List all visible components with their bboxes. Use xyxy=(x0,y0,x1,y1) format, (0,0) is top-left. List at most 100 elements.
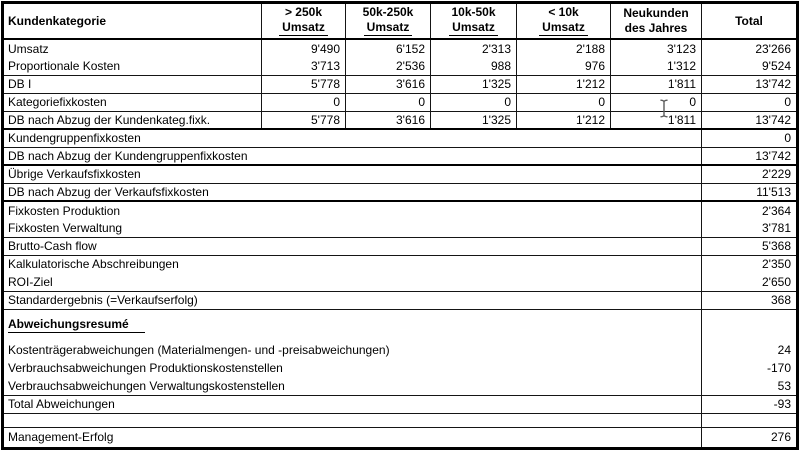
cell-total[interactable]: 2'364 xyxy=(762,203,791,218)
cell-value[interactable]: 3'713 xyxy=(261,57,346,76)
cell-total[interactable]: 5'368 xyxy=(701,237,798,256)
cell-total[interactable]: 2'229 xyxy=(701,165,798,184)
table-row-kundengruppenfixkosten: Kundengruppenfixkosten 0 xyxy=(2,129,798,148)
header-line2: Umsatz xyxy=(436,20,511,36)
table-row-uebrige-verkaufsfixkosten: Übrige Verkaufsfixkosten 2'229 xyxy=(2,165,798,184)
cell-value[interactable]: 1'312 xyxy=(610,57,702,76)
header-line1: 50k-250k xyxy=(362,5,414,19)
cell-value[interactable]: 0 xyxy=(261,93,346,112)
header-line1: 10k-50k xyxy=(451,5,496,19)
row-label[interactable]: Übrige Verkaufsfixkosten xyxy=(2,165,702,184)
cell-total[interactable]: 2'350 xyxy=(762,257,791,272)
header-line1: Neukunden xyxy=(623,5,689,20)
cell-total[interactable]: 13'742 xyxy=(701,75,798,94)
row-label[interactable]: Fixkosten Produktion xyxy=(2,201,702,219)
row-label[interactable]: DB nach Abzug der Kundenkateg.fixk. xyxy=(2,111,262,130)
cell-value[interactable]: 3'616 xyxy=(345,75,431,94)
cell-value[interactable]: 5'778 xyxy=(261,75,346,94)
table-row-umsatz: Umsatz 9'490 6'152 2'313 2'188 3'123 23'… xyxy=(2,39,798,57)
cell-total[interactable]: 13'742 xyxy=(701,111,798,130)
header-row: Kundenkategorie > 250k Umsatz 50k-250k U… xyxy=(2,2,798,40)
section-title: Abweichungsresumé xyxy=(2,315,702,335)
row-label[interactable]: DB nach Abzug der Kundengruppenfixkosten xyxy=(2,147,702,166)
cell-value[interactable]: 3'616 xyxy=(345,111,431,130)
cell-total[interactable]: 276 xyxy=(770,430,791,444)
header-line1: < 10k xyxy=(548,5,579,19)
row-label[interactable]: DB I xyxy=(2,75,262,94)
table-row-standardergebnis: Standardergebnis (=Verkaufserfolg) 368 xyxy=(2,291,798,310)
cell-value[interactable]: 1'811 xyxy=(610,75,702,94)
table-row-total-abweichungen: Total Abweichungen -93 xyxy=(2,395,798,414)
cell-total[interactable]: 23'266 xyxy=(755,41,791,56)
row-label[interactable]: Proportionale Kosten xyxy=(2,57,262,76)
cell-value[interactable]: 0 xyxy=(430,93,517,112)
table-row-proportionale-kosten: Proportionale Kosten 3'713 2'536 988 976… xyxy=(2,57,798,76)
row-label[interactable]: Verbrauchsabweichungen Verwaltungskosten… xyxy=(2,377,702,396)
cell-value[interactable]: 988 xyxy=(430,57,517,76)
cell-total[interactable]: 24 xyxy=(777,343,791,357)
table-row-kategoriefixkosten: Kategoriefixkosten 0 0 0 0 0 0 xyxy=(2,93,798,112)
cell-total[interactable]: 3'781 xyxy=(701,219,798,238)
cell-value[interactable]: 9'490 xyxy=(261,39,346,57)
table-row-fixkosten-verwaltung: Fixkosten Verwaltung 3'781 xyxy=(2,219,798,238)
row-label[interactable]: Kategoriefixkosten xyxy=(2,93,262,112)
cell-value[interactable]: 5'778 xyxy=(261,111,346,130)
row-label[interactable]: Brutto-Cash flow xyxy=(2,237,702,256)
cell-value[interactable]: 2'313 xyxy=(430,39,517,57)
cell-total[interactable]: 11'513 xyxy=(701,183,798,202)
cell-value[interactable]: 0 xyxy=(345,93,431,112)
header-line2: Umsatz xyxy=(522,20,605,36)
row-label[interactable]: Fixkosten Verwaltung xyxy=(2,219,702,238)
cell-total[interactable]: 368 xyxy=(701,291,798,310)
table-row-roi-ziel: ROI-Ziel 2'650 xyxy=(2,273,798,292)
cell-total[interactable]: 13'742 xyxy=(701,147,798,166)
row-label[interactable]: DB nach Abzug der Verkaufsfixkosten xyxy=(2,183,702,202)
row-label[interactable]: Kundengruppenfixkosten xyxy=(2,129,702,148)
cell-value[interactable]: 0 xyxy=(516,93,611,112)
table-row-kostentraegerabweichungen: Kostenträgerabweichungen (Materialmengen… xyxy=(2,341,798,359)
table-row-verbrauchsabw-produktion: Verbrauchsabweichungen Produktionskosten… xyxy=(2,359,798,377)
cell-total[interactable]: 53 xyxy=(701,377,798,396)
cell-value[interactable]: 6'152 xyxy=(345,39,431,57)
row-label[interactable]: Verbrauchsabweichungen Produktionskosten… xyxy=(2,359,702,377)
cell-total[interactable]: 9'524 xyxy=(701,57,798,76)
cell-total[interactable]: 0 xyxy=(701,129,798,148)
spacer-row xyxy=(2,309,798,315)
cell-total[interactable]: 0 xyxy=(701,93,798,112)
column-header-total[interactable]: Total xyxy=(701,2,798,40)
cell-total[interactable]: -93 xyxy=(701,395,798,414)
cell-total[interactable]: 2'650 xyxy=(701,273,798,292)
column-header-neukunden[interactable]: Neukunden des Jahres xyxy=(610,2,702,40)
cell-value[interactable]: 1'212 xyxy=(516,75,611,94)
cell-value[interactable]: 1'325 xyxy=(430,75,517,94)
header-line1: > 250k xyxy=(284,5,323,19)
row-label[interactable]: Kostenträgerabweichungen (Materialmengen… xyxy=(2,341,702,359)
cell-value[interactable]: 1'811 xyxy=(610,111,702,130)
row-label[interactable]: Umsatz xyxy=(2,39,262,57)
row-label[interactable]: Management-Erfolg xyxy=(2,427,702,448)
table-row-db-nach-kundenkategfixk: DB nach Abzug der Kundenkateg.fixk. 5'77… xyxy=(2,111,798,130)
cell-value[interactable]: 0 xyxy=(610,93,702,112)
cell-total[interactable]: -170 xyxy=(766,361,791,375)
cell-value[interactable]: 976 xyxy=(516,57,611,76)
header-line2: Umsatz xyxy=(351,20,425,36)
cell-value[interactable]: 2'536 xyxy=(345,57,431,76)
row-label[interactable]: ROI-Ziel xyxy=(2,273,702,292)
column-header-kundenkategorie[interactable]: Kundenkategorie xyxy=(2,2,262,40)
cell-value[interactable]: 1'212 xyxy=(516,111,611,130)
table-row-db1: DB I 5'778 3'616 1'325 1'212 1'811 13'74… xyxy=(2,75,798,94)
row-label[interactable]: Kalkulatorische Abschreibungen xyxy=(2,255,702,273)
row-label[interactable]: Standardergebnis (=Verkaufserfolg) xyxy=(2,291,702,310)
cell-value[interactable]: 1'325 xyxy=(430,111,517,130)
table-row-kalk-abschreibungen: Kalkulatorische Abschreibungen 2'350 xyxy=(2,255,798,273)
cell-value[interactable]: 3'123 xyxy=(610,39,702,57)
column-header-umsatz-50k-250k[interactable]: 50k-250k Umsatz xyxy=(345,2,431,40)
column-header-umsatz-gt-250k[interactable]: > 250k Umsatz xyxy=(261,2,346,40)
column-header-umsatz-lt-10k[interactable]: < 10k Umsatz xyxy=(516,2,611,40)
table-row-verbrauchsabw-verwaltung: Verbrauchsabweichungen Verwaltungskosten… xyxy=(2,377,798,396)
cell-value[interactable]: 2'188 xyxy=(516,39,611,57)
column-header-umsatz-10k-50k[interactable]: 10k-50k Umsatz xyxy=(430,2,517,40)
row-label[interactable]: Total Abweichungen xyxy=(2,395,702,414)
